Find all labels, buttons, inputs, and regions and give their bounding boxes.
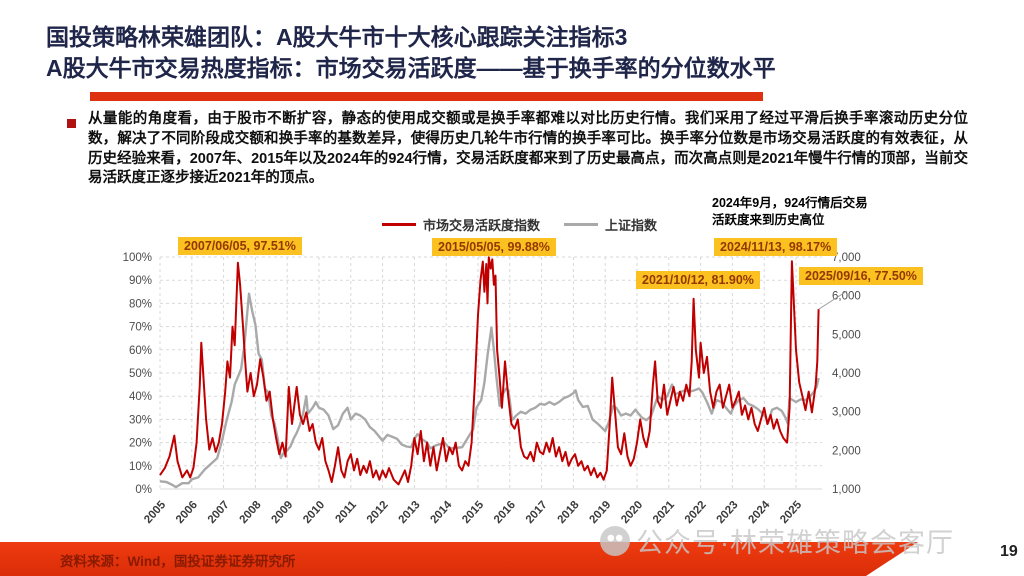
svg-text:20%: 20% [129,438,152,450]
svg-text:100%: 100% [123,252,152,264]
svg-text:90%: 90% [129,275,152,287]
svg-text:40%: 40% [129,391,152,403]
page-number: 19 [1000,543,1018,560]
svg-text:2016: 2016 [492,499,518,526]
svg-text:2006: 2006 [174,499,200,526]
red-line-swatch [382,223,416,226]
peak-annotation: 2007/06/05, 97.51% [178,237,302,255]
svg-text:2,000: 2,000 [832,445,861,457]
svg-text:2005: 2005 [142,499,168,526]
svg-text:2012: 2012 [365,499,391,526]
svg-text:2007: 2007 [206,499,232,526]
svg-text:70%: 70% [129,322,152,334]
peak-annotation: 2021/10/12, 81.90% [636,271,760,289]
svg-text:1,000: 1,000 [832,484,861,496]
slide-title: 国投策略林荣雄团队：A股大牛市十大核心跟踪关注指标3 A股大牛市交易热度指标：市… [46,22,1006,84]
svg-text:50%: 50% [129,368,152,380]
svg-text:2015: 2015 [460,499,486,526]
svg-text:2013: 2013 [397,499,423,526]
peak-annotation: 2015/05/05, 99.88% [432,238,556,256]
svg-text:2018: 2018 [556,499,582,526]
footer-source-text: 资料来源：Wind，国投证券证券研究所 [60,554,296,569]
svg-text:2014: 2014 [428,499,454,526]
footer-band [0,542,918,576]
svg-text:30%: 30% [129,414,152,426]
chart-side-note: 2024年9月，924行情后交易 活跃度来到历史高位 [712,195,922,229]
title-underline-bar [90,92,763,101]
svg-text:0%: 0% [135,484,152,496]
svg-text:60%: 60% [129,345,152,357]
commentary-paragraph: 从量能的角度看，由于股市不断扩容，静态的使用成交额或是换手率都难以对比历史行情。… [88,111,968,187]
svg-text:2011: 2011 [333,499,359,526]
svg-text:2008: 2008 [238,499,264,526]
svg-text:4,000: 4,000 [832,368,861,380]
legend-item-activity-index: 市场交易活跃度指数 [382,215,540,234]
wechat-icon [600,525,630,556]
bullet-square-icon [67,119,76,128]
chart-side-note-line2: 活跃度来到历史高位 [712,213,825,227]
svg-text:2017: 2017 [524,499,550,526]
peak-annotation: 2024/11/13, 98.17% [714,238,838,256]
peak-annotation: 2025/09/16, 77.50% [799,267,923,285]
watermark: 公众号·林荣雄策略会客厅 [600,521,954,560]
svg-text:2010: 2010 [301,499,327,526]
legend-label-sse-index: 上证指数 [605,218,658,233]
svg-text:80%: 80% [129,298,152,310]
svg-text:10%: 10% [129,461,152,473]
slide-title-line2: A股大牛市交易热度指标：市场交易活跃度——基于换手率的分位数水平 [46,55,776,81]
slide-title-line1: 国投策略林荣雄团队：A股大牛市十大核心跟踪关注指标3 [46,24,628,50]
chart-legend: 市场交易活跃度指数 上证指数 [382,215,657,234]
legend-label-activity-index: 市场交易活跃度指数 [423,218,541,233]
svg-text:6,000: 6,000 [832,291,861,303]
chart-side-note-line1: 2024年9月，924行情后交易 [712,196,868,210]
gray-line-swatch [564,223,599,226]
svg-text:3,000: 3,000 [832,407,861,419]
legend-item-sse-index: 上证指数 [564,215,657,234]
svg-text:5,000: 5,000 [832,329,861,341]
watermark-text: 公众号·林荣雄策略会客厅 [636,528,954,558]
svg-text:2009: 2009 [269,499,295,526]
